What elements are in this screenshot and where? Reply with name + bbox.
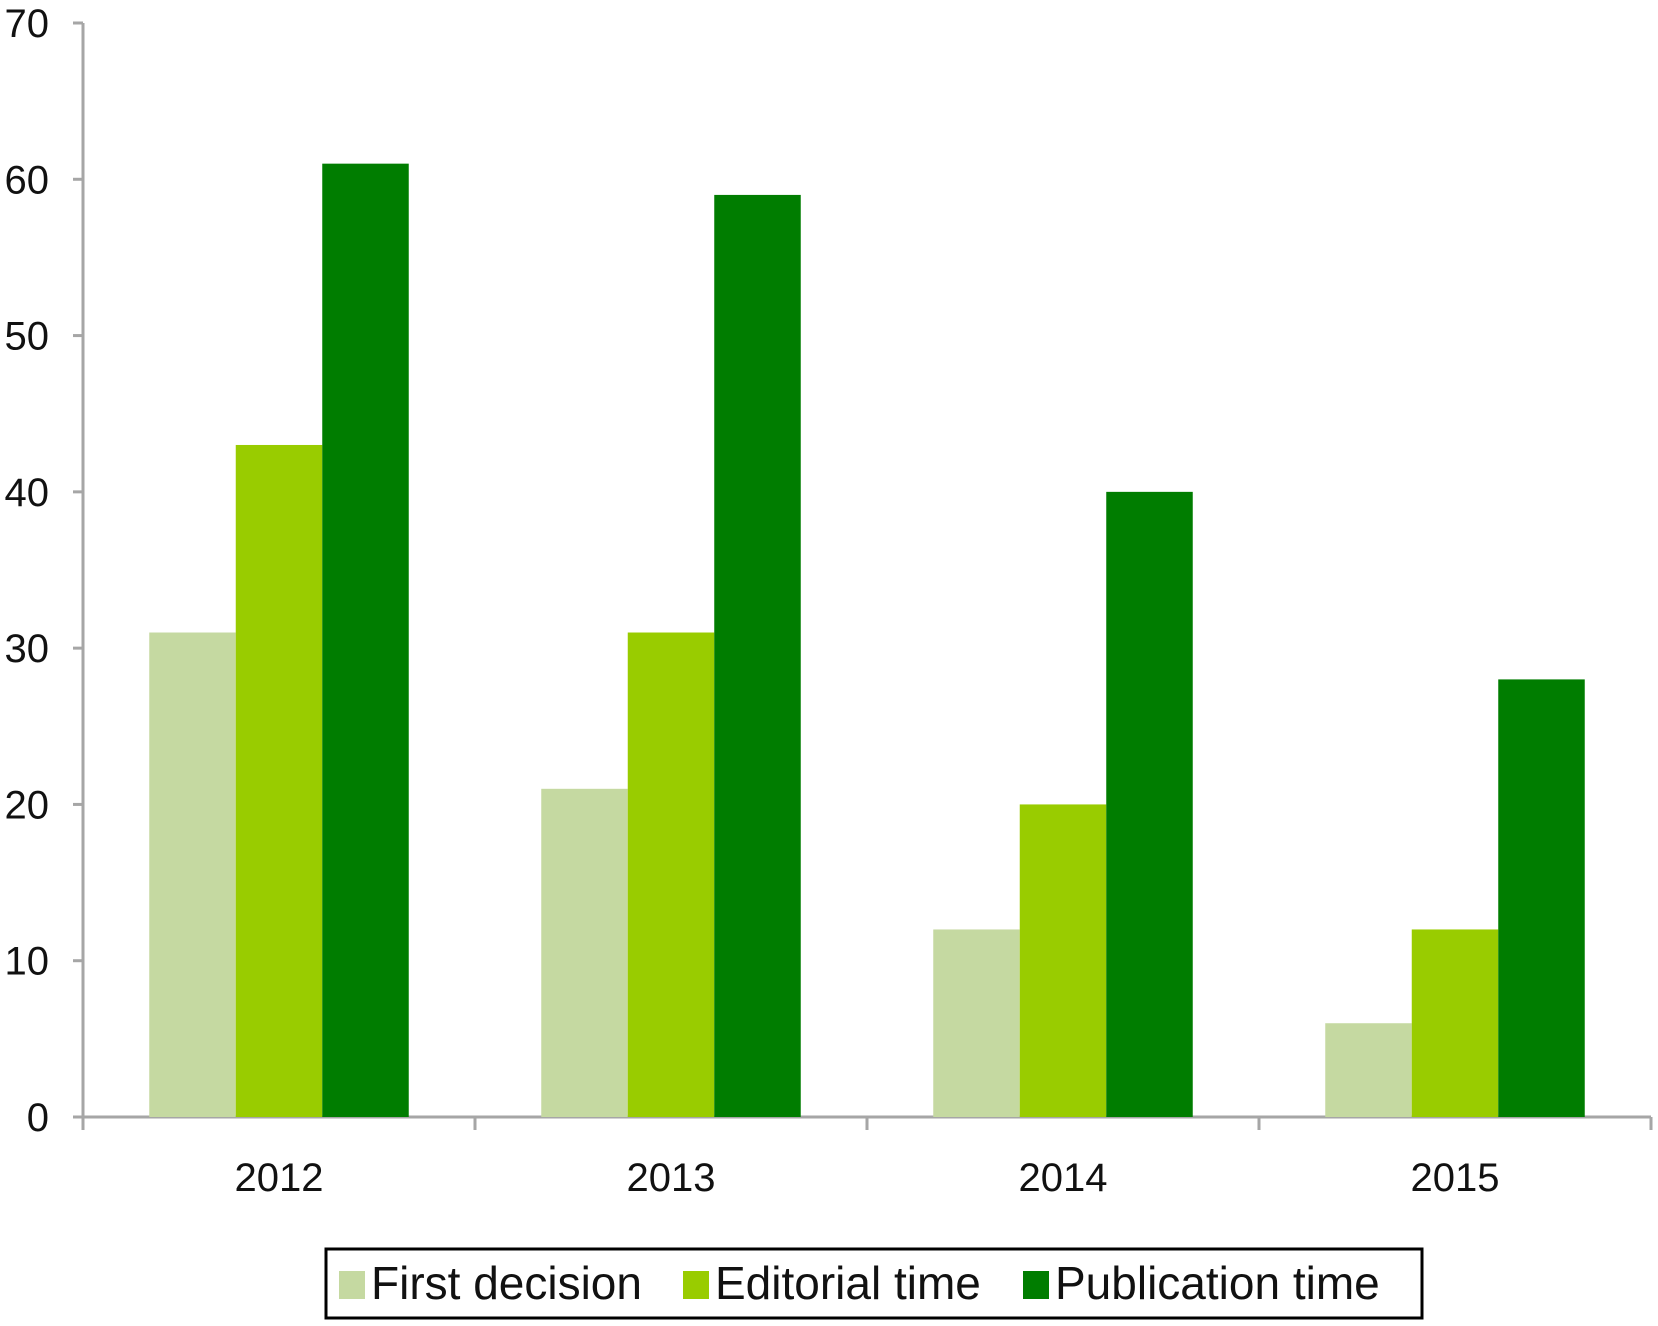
bar-first-decision-2012 <box>149 632 236 1117</box>
bar-publication-time-2012 <box>322 163 409 1117</box>
bar-first-decision-2013 <box>541 788 628 1117</box>
legend-label-editorial-time: Editorial time <box>715 1257 981 1309</box>
y-axis: 0 10 20 30 40 50 60 70 <box>5 2 85 1140</box>
x-tick-label: 2012 <box>235 1156 324 1200</box>
legend-label-first-decision: First decision <box>371 1257 642 1309</box>
y-tick-label: 70 <box>5 2 50 46</box>
x-axis: 2012 2013 2014 2015 <box>81 1115 1653 1200</box>
bar-editorial-time-2014 <box>1019 804 1107 1117</box>
bar-editorial-time-2015 <box>1411 929 1499 1117</box>
bar-publication-time-2014 <box>1106 491 1193 1117</box>
legend-swatch-first-decision <box>339 1271 365 1299</box>
x-tick-label: 2015 <box>1411 1156 1500 1200</box>
bars <box>149 163 1585 1117</box>
x-tick-label: 2014 <box>1019 1156 1108 1200</box>
bar-publication-time-2013 <box>714 194 801 1117</box>
y-tick-label: 0 <box>27 1096 49 1140</box>
y-tick-label: 10 <box>5 940 50 984</box>
bar-editorial-time-2012 <box>235 444 323 1117</box>
legend-label-publication-time: Publication time <box>1055 1257 1380 1309</box>
y-tick-label: 50 <box>5 315 50 359</box>
y-tick-label: 60 <box>5 158 50 202</box>
y-tick-label: 40 <box>5 471 50 515</box>
legend-swatch-editorial-time <box>683 1271 709 1299</box>
x-tick-label: 2013 <box>627 1156 716 1200</box>
y-tick-label: 20 <box>5 783 50 827</box>
legend-box <box>324 1247 1424 1320</box>
y-tick-label: 30 <box>5 627 50 671</box>
bar-first-decision-2015 <box>1325 1023 1412 1117</box>
legend-swatch-publication-time <box>1023 1271 1049 1299</box>
bar-publication-time-2015 <box>1498 679 1585 1117</box>
bar-first-decision-2014 <box>933 929 1020 1117</box>
bar-editorial-time-2013 <box>627 632 715 1117</box>
legend: First decision Editorial time Publication … <box>324 1247 1424 1320</box>
